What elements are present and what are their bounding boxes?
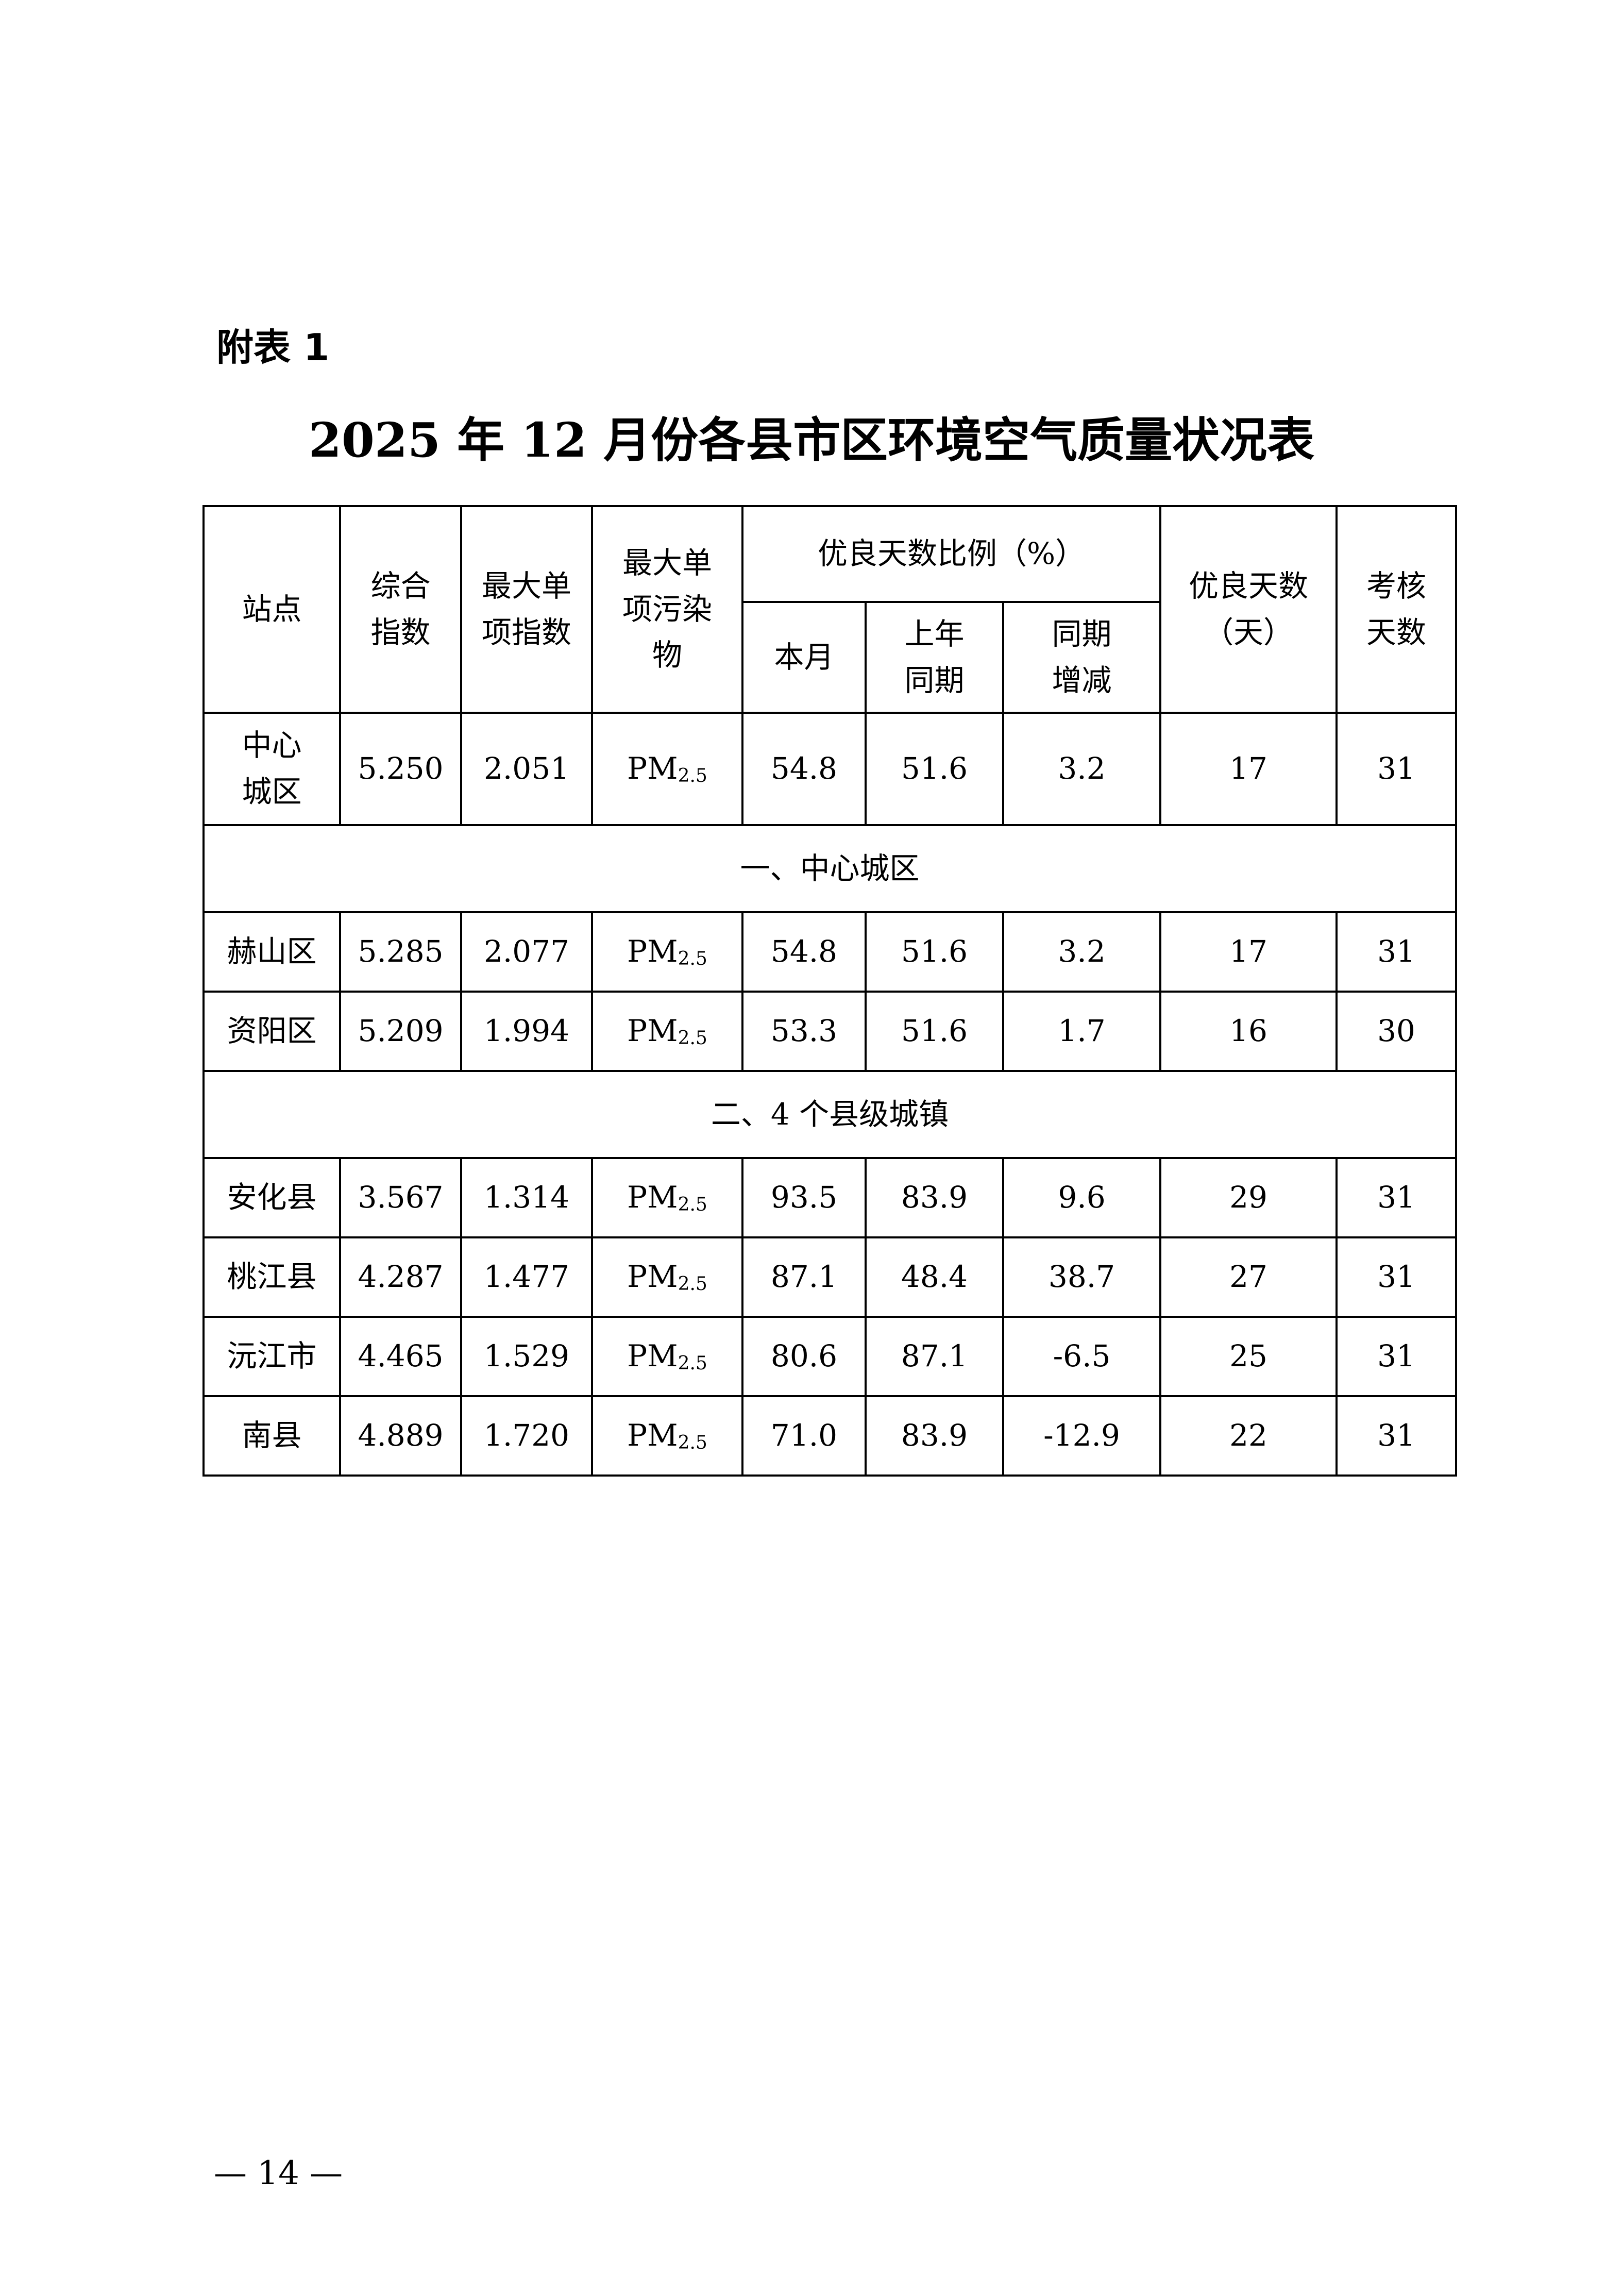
- table-row: 南县 4.889 1.720 PM2.5 71.0 83.9 -12.9 22 31: [202, 1395, 1457, 1477]
- cell-good-days: 17: [1159, 712, 1338, 826]
- section-row: 一、中心城区: [202, 824, 1457, 913]
- cell-station: 南县: [202, 1395, 341, 1477]
- cell-this-month: 93.5: [741, 1157, 867, 1238]
- header-change: 同期增减: [1002, 601, 1161, 714]
- header-good-ratio: 优良天数比例（%）: [741, 505, 1161, 603]
- cell-this-month: 71.0: [741, 1395, 867, 1477]
- cell-change: 3.2: [1002, 911, 1161, 993]
- cell-pollutant: PM2.5: [591, 1395, 743, 1477]
- cell-station: 沅江市: [202, 1316, 341, 1397]
- cell-pollutant: PM2.5: [591, 1316, 743, 1397]
- table-row: 赫山区 5.285 2.077 PM2.5 54.8 51.6 3.2 17 31: [202, 911, 1457, 993]
- cell-last-year: 83.9: [865, 1395, 1004, 1477]
- header-max-pollutant: 最大单项污染物: [591, 505, 743, 714]
- cell-last-year: 51.6: [865, 712, 1004, 826]
- table-row: 安化县 3.567 1.314 PM2.5 93.5 83.9 9.6 29 31: [202, 1157, 1457, 1238]
- cell-pollutant: PM2.5: [591, 991, 743, 1072]
- cell-good-days: 22: [1159, 1395, 1338, 1477]
- cell-assessed-days: 31: [1335, 1316, 1457, 1397]
- cell-change: 38.7: [1002, 1236, 1161, 1318]
- section-title: 二、4 个县级城镇: [202, 1070, 1457, 1159]
- cell-assessed-days: 31: [1335, 911, 1457, 993]
- header-last-year: 上年同期: [865, 601, 1004, 714]
- header-this-month: 本月: [741, 601, 867, 714]
- cell-composite: 5.285: [339, 911, 462, 993]
- header-max-single-index: 最大单项指数: [460, 505, 593, 714]
- cell-last-year: 51.6: [865, 991, 1004, 1072]
- cell-assessed-days: 31: [1335, 1157, 1457, 1238]
- cell-station: 赫山区: [202, 911, 341, 993]
- cell-composite: 4.889: [339, 1395, 462, 1477]
- cell-pollutant: PM2.5: [591, 1236, 743, 1318]
- cell-change: 9.6: [1002, 1157, 1161, 1238]
- cell-composite: 5.209: [339, 991, 462, 1072]
- cell-max-index: 1.529: [460, 1316, 593, 1397]
- cell-this-month: 87.1: [741, 1236, 867, 1318]
- header-assessed-days: 考核天数: [1335, 505, 1457, 714]
- cell-change: 1.7: [1002, 991, 1161, 1072]
- appendix-label: 附表 1: [216, 326, 330, 369]
- cell-station: 桃江县: [202, 1236, 341, 1318]
- cell-change: -6.5: [1002, 1316, 1161, 1397]
- cell-composite: 4.465: [339, 1316, 462, 1397]
- cell-max-index: 1.720: [460, 1395, 593, 1477]
- cell-last-year: 51.6: [865, 911, 1004, 993]
- cell-good-days: 27: [1159, 1236, 1338, 1318]
- section-row: 二、4 个县级城镇: [202, 1070, 1457, 1159]
- table-row: 桃江县 4.287 1.477 PM2.5 87.1 48.4 38.7 27 31: [202, 1236, 1457, 1318]
- cell-station: 中心城区: [202, 712, 341, 826]
- cell-composite: 5.250: [339, 712, 462, 826]
- cell-max-index: 1.994: [460, 991, 593, 1072]
- table-row: 中心城区 5.250 2.051 PM2.5 54.8 51.6 3.2 17 31: [202, 712, 1457, 826]
- section-title: 一、中心城区: [202, 824, 1457, 913]
- table-row: 沅江市 4.465 1.529 PM2.5 80.6 87.1 -6.5 25 31: [202, 1316, 1457, 1397]
- cell-composite: 3.567: [339, 1157, 462, 1238]
- cell-max-index: 2.077: [460, 911, 593, 993]
- cell-station: 安化县: [202, 1157, 341, 1238]
- cell-max-index: 1.477: [460, 1236, 593, 1318]
- cell-assessed-days: 30: [1335, 991, 1457, 1072]
- cell-pollutant: PM2.5: [591, 1157, 743, 1238]
- cell-max-index: 1.314: [460, 1157, 593, 1238]
- cell-composite: 4.287: [339, 1236, 462, 1318]
- cell-this-month: 53.3: [741, 991, 867, 1072]
- header-good-days: 优良天数（天）: [1159, 505, 1338, 714]
- header-composite-index: 综合指数: [339, 505, 462, 714]
- header-station: 站点: [202, 505, 341, 714]
- cell-this-month: 54.8: [741, 911, 867, 993]
- cell-good-days: 25: [1159, 1316, 1338, 1397]
- cell-pollutant: PM2.5: [591, 712, 743, 826]
- cell-this-month: 54.8: [741, 712, 867, 826]
- cell-good-days: 16: [1159, 991, 1338, 1072]
- cell-pollutant: PM2.5: [591, 911, 743, 993]
- cell-last-year: 83.9: [865, 1157, 1004, 1238]
- cell-change: 3.2: [1002, 712, 1161, 826]
- cell-good-days: 29: [1159, 1157, 1338, 1238]
- table-row: 资阳区 5.209 1.994 PM2.5 53.3 51.6 1.7 16 30: [202, 991, 1457, 1072]
- cell-good-days: 17: [1159, 911, 1338, 993]
- air-quality-table: 站点 综合指数 最大单项指数 最大单项污染物 优良天数比例（%） 优良天数（天）…: [202, 505, 1457, 1477]
- cell-change: -12.9: [1002, 1395, 1161, 1477]
- cell-last-year: 48.4: [865, 1236, 1004, 1318]
- cell-max-index: 2.051: [460, 712, 593, 826]
- cell-assessed-days: 31: [1335, 1236, 1457, 1318]
- cell-assessed-days: 31: [1335, 712, 1457, 826]
- cell-last-year: 87.1: [865, 1316, 1004, 1397]
- page-number: — 14 —: [214, 2154, 343, 2192]
- cell-station: 资阳区: [202, 991, 341, 1072]
- cell-this-month: 80.6: [741, 1316, 867, 1397]
- page-title: 2025 年 12 月份各县市区环境空气质量状况表: [308, 412, 1315, 468]
- cell-assessed-days: 31: [1335, 1395, 1457, 1477]
